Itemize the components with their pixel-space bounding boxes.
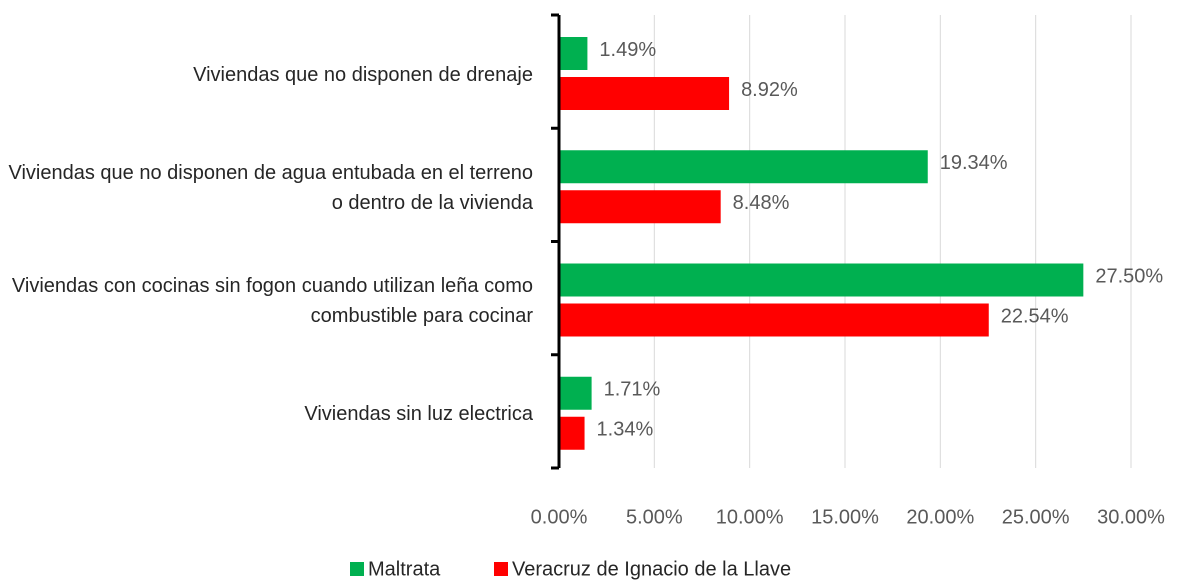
bar [559,263,1084,297]
x-tick-label: 0.00% [531,506,588,528]
bar [559,303,989,337]
x-tick-label: 15.00% [811,506,879,528]
legend-swatch [494,562,508,576]
value-label: 1.34% [597,419,654,441]
x-tick-label: 30.00% [1097,506,1165,528]
bar [559,150,928,184]
value-label: 8.92% [741,79,798,101]
category-label: Viviendas con cocinas sin fogon cuando u… [11,275,533,328]
bar [559,416,585,450]
x-tick-label: 10.00% [716,506,784,528]
bar [559,37,588,70]
category-label: Viviendas que no disponen de drenaje [193,63,533,86]
category-label: Viviendas sin luz electrica [304,403,533,426]
value-label: 8.48% [733,192,790,214]
value-label: 27.50% [1095,265,1163,287]
legend-label: Maltrata [368,558,441,580]
x-tick-label: 5.00% [626,506,683,528]
value-label: 1.49% [599,39,656,61]
value-label: 19.34% [940,152,1008,174]
legend-swatch [350,562,364,576]
legend-label: Veracruz de Ignacio de la Llave [512,558,791,580]
bar [559,376,592,410]
bar [559,77,730,110]
x-tick-label: 25.00% [1002,506,1070,528]
value-label: 1.71% [604,379,661,401]
category-label: Viviendas que no disponen de agua entuba… [8,161,533,214]
value-label: 22.54% [1001,305,1069,327]
x-tick-label: 20.00% [906,506,974,528]
bar [559,190,721,224]
